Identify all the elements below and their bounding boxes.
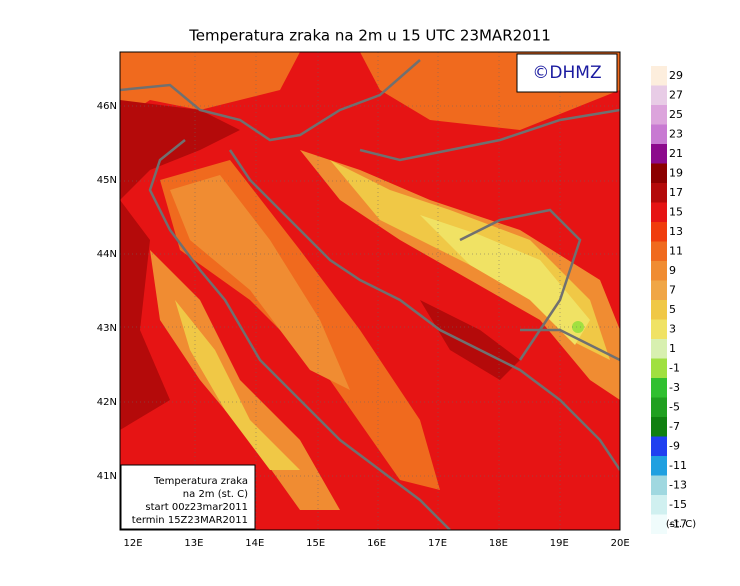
lat-label: 46N <box>97 101 117 112</box>
colorbar-box <box>651 222 667 242</box>
colorbar-box <box>651 280 667 300</box>
colorbar: 29 27 25 23 21 19 17 15 13 11 9 7 5 3 1 -1 -3 -5 -7 -9 -11 -1… <box>651 66 687 534</box>
colorbar-box <box>651 105 667 125</box>
colorbar-label: 5 <box>669 303 676 316</box>
lat-labels: 46N 45N 44N 43N 42N 41N <box>97 101 117 482</box>
lon-label: 12E <box>123 538 142 549</box>
colorbar-label: 19 <box>669 167 683 180</box>
colorbar-box <box>651 436 667 456</box>
colorbar-label: -1 <box>669 362 680 375</box>
lat-label: 41N <box>97 471 117 482</box>
colorbar-box <box>651 514 667 534</box>
colorbar-label: 1 <box>669 342 676 355</box>
colorbar-box <box>651 417 667 437</box>
colorbar-label: 15 <box>669 206 683 219</box>
lat-label: 42N <box>97 397 117 408</box>
temperature-field <box>120 52 620 530</box>
colorbar-label: 27 <box>669 89 683 102</box>
info-line: start 00z23mar2011 <box>145 502 248 513</box>
lon-label: 17E <box>428 538 447 549</box>
colorbar-label: 25 <box>669 108 683 121</box>
colorbar-box <box>651 378 667 398</box>
colorbar-box <box>651 339 667 359</box>
lat-label: 45N <box>97 175 117 186</box>
colorbar-label: -9 <box>669 440 680 453</box>
lon-label: 15E <box>306 538 325 549</box>
colorbar-label: -7 <box>669 420 680 433</box>
colorbar-label: -11 <box>669 459 687 472</box>
colorbar-box <box>651 66 667 86</box>
colorbar-box <box>651 163 667 183</box>
colorbar-label: -17 <box>669 518 687 531</box>
colorbar-box <box>651 358 667 378</box>
colorbar-label: -13 <box>669 479 687 492</box>
colorbar-box <box>651 85 667 105</box>
lon-labels: 12E 13E 14E 15E 16E 17E 18E 19E 20E <box>123 538 629 549</box>
info-line: na 2m (st. C) <box>183 489 248 500</box>
colorbar-label: 7 <box>669 284 676 297</box>
colorbar-box <box>651 144 667 164</box>
colorbar-label: 3 <box>669 323 676 336</box>
colorbar-box <box>651 202 667 222</box>
colorbar-label: 29 <box>669 69 683 82</box>
info-line: termin 15Z23MAR2011 <box>132 515 248 526</box>
lat-label: 44N <box>97 249 117 260</box>
logo-box <box>516 53 618 93</box>
colorbar-label: 9 <box>669 264 676 277</box>
colorbar-box <box>651 183 667 203</box>
lat-label: 43N <box>97 323 117 334</box>
colorbar-box <box>651 456 667 476</box>
colorbar-label: -15 <box>669 498 687 511</box>
colorbar-label: 21 <box>669 147 683 160</box>
lon-label: 16E <box>367 538 386 549</box>
colorbar-box <box>651 319 667 339</box>
colorbar-label: 13 <box>669 225 683 238</box>
legend-unit: (st. C) <box>666 519 696 530</box>
colorbar-label: 17 <box>669 186 683 199</box>
colorbar-box <box>651 475 667 495</box>
copyright: ©DHMZ <box>532 63 601 83</box>
colorbar-box <box>651 241 667 261</box>
lon-label: 20E <box>611 538 630 549</box>
colorbar-label: 23 <box>669 128 683 141</box>
colorbar-box <box>651 495 667 515</box>
colorbar-box <box>651 124 667 144</box>
lon-label: 18E <box>489 538 508 549</box>
lon-label: 19E <box>550 538 569 549</box>
map-frame <box>119 51 621 531</box>
colorbar-label: -3 <box>669 381 680 394</box>
colorbar-box <box>651 300 667 320</box>
title: Temperatura zraka na 2m u 15 UTC 23MAR20… <box>188 27 551 45</box>
info-lines: Temperatura zraka na 2m (st. C) start 00z2… <box>132 476 248 526</box>
colorbar-label: -5 <box>669 401 680 414</box>
colorbar-box <box>651 261 667 281</box>
lon-label: 13E <box>184 538 203 549</box>
info-box <box>120 464 256 530</box>
lon-label: 14E <box>245 538 264 549</box>
colorbar-label: 11 <box>669 245 683 258</box>
info-line: Temperatura zraka <box>153 476 248 487</box>
colorbar-box <box>651 397 667 417</box>
